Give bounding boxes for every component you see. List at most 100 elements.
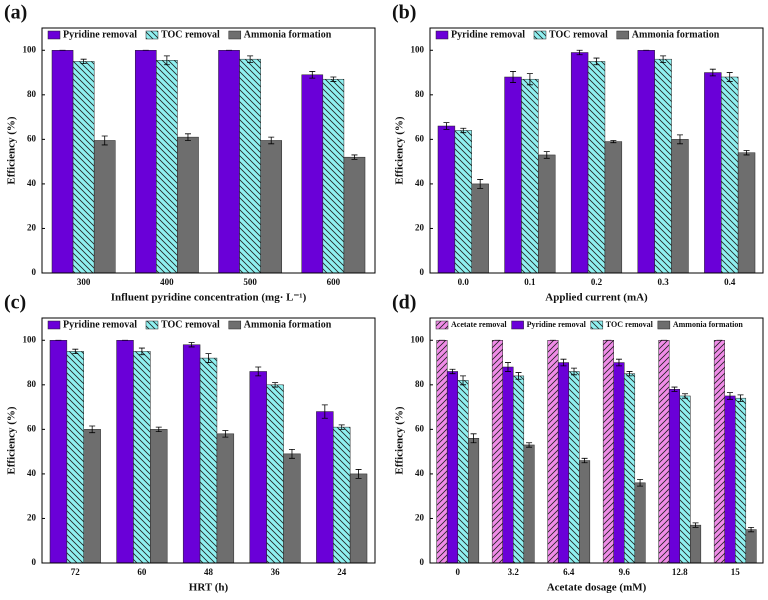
error-bar [726, 72, 733, 82]
bar [49, 340, 68, 564]
bar [322, 78, 345, 274]
legend-swatch [47, 30, 61, 40]
x-tick-label: 72 [71, 567, 81, 577]
error-bar [321, 404, 328, 419]
bar [218, 50, 240, 274]
x-tick-label: 300 [77, 277, 91, 287]
bar [301, 74, 324, 274]
error-bar [692, 522, 699, 528]
x-axis-label: Acetate dosage (mM) [547, 582, 647, 594]
error-bar [737, 394, 744, 402]
error-bar [676, 134, 683, 145]
bar [199, 357, 218, 564]
error-bar [338, 424, 345, 430]
error-bar [660, 55, 667, 63]
y-tick-label: 100 [23, 334, 37, 344]
y-tick-label: 80 [415, 379, 425, 389]
y-axis-label: Efficiency (%) [6, 116, 18, 184]
legend-label: Acetate removal [451, 320, 507, 329]
x-axis-label: HRT (h) [189, 582, 229, 594]
error-bar [155, 426, 162, 432]
panel-label: (a) [4, 2, 27, 24]
error-bar [247, 55, 254, 63]
y-tick-label: 40 [27, 468, 37, 478]
bar [654, 58, 672, 274]
x-tick-label: 15 [731, 567, 741, 577]
error-bar [222, 430, 229, 438]
x-tick-label: 400 [160, 277, 174, 287]
bar [634, 482, 646, 564]
y-axis-label: Efficiency (%) [6, 406, 18, 474]
y-tick-label: 40 [27, 178, 37, 188]
bar [471, 183, 489, 274]
error-bar [726, 392, 733, 400]
bar [349, 473, 368, 564]
bar [724, 395, 736, 564]
error-bar [272, 382, 279, 388]
bar [436, 340, 448, 564]
bar [613, 362, 625, 564]
bar [658, 340, 670, 564]
y-tick-label: 80 [27, 89, 37, 99]
bar [671, 139, 689, 274]
y-tick-label: 100 [23, 44, 37, 54]
bar [713, 340, 725, 564]
y-tick-label: 20 [27, 223, 37, 233]
bar [704, 72, 722, 274]
bar [735, 397, 747, 564]
error-bar [682, 393, 689, 399]
bar [437, 125, 456, 274]
bar [93, 140, 116, 274]
x-tick-label: 9.6 [619, 567, 631, 577]
bar [156, 60, 178, 274]
error-bar [330, 76, 337, 82]
error-bar [72, 348, 79, 355]
legend-swatch [145, 30, 159, 40]
y-tick-label: 0 [32, 267, 37, 277]
error-bar [526, 442, 533, 448]
error-bar [205, 353, 212, 363]
y-axis-label: Efficiency (%) [394, 406, 406, 474]
error-bar [571, 367, 578, 376]
bar [587, 61, 606, 274]
bar [745, 529, 757, 564]
bar [579, 460, 591, 564]
y-tick-label: 60 [415, 423, 425, 433]
error-bar [188, 342, 195, 348]
error-bar [610, 140, 617, 144]
panel-label: (c) [4, 292, 26, 314]
y-tick-label: 100 [411, 44, 425, 54]
bar [602, 340, 614, 564]
bar [260, 140, 283, 274]
bar [491, 340, 503, 564]
bar [457, 380, 469, 564]
y-tick-label: 40 [415, 178, 425, 188]
bar [538, 154, 556, 274]
bar [51, 50, 74, 274]
panel-label: (b) [392, 2, 416, 24]
error-bar [743, 150, 750, 156]
legend-label: Ammonia formation [632, 29, 720, 40]
error-bar [443, 122, 450, 130]
bar [116, 340, 134, 564]
x-tick-label: 12.8 [672, 567, 688, 577]
legend-label: Pyridine removal [527, 320, 587, 329]
legend-label: TOC removal [161, 29, 220, 40]
x-tick-label: 0.3 [657, 277, 669, 287]
bar [333, 426, 351, 564]
legend-label: TOC removal [549, 29, 608, 40]
error-bar [89, 425, 96, 434]
error-bar [515, 372, 522, 380]
error-bar [255, 366, 262, 377]
x-tick-label: 0.1 [524, 277, 536, 287]
bar [316, 411, 334, 564]
error-bar [184, 133, 191, 141]
legend-swatch [616, 30, 630, 40]
bar [502, 366, 514, 564]
x-tick-label: 0 [456, 567, 461, 577]
error-bar [460, 127, 467, 134]
x-tick-label: 0.2 [591, 277, 603, 287]
plot-frame [41, 317, 376, 564]
y-tick-label: 60 [415, 133, 425, 143]
bar [133, 351, 151, 564]
